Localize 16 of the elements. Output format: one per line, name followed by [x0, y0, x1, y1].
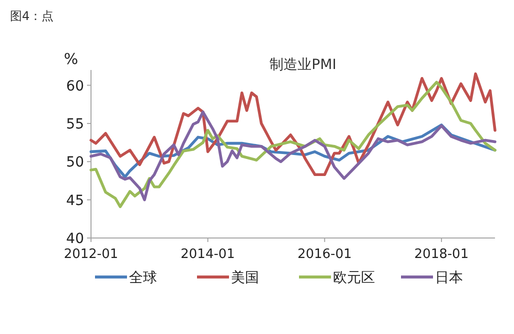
y-tick-label: 45 — [66, 192, 84, 209]
legend-label: 欧元区 — [333, 270, 375, 286]
caption: 图4：点 — [10, 9, 54, 23]
chart-title: 制造业PMI — [270, 57, 336, 73]
y-tick-label: 55 — [66, 116, 84, 132]
legend-label: 全球 — [129, 270, 157, 286]
y-axis-title: % — [64, 50, 78, 68]
x-tick-label: 2014-01 — [180, 247, 235, 262]
x-tick-label: 2016-01 — [297, 247, 352, 262]
legend-label: 日本 — [435, 270, 463, 286]
legend-label: 美国 — [231, 270, 259, 286]
y-tick-label: 50 — [66, 154, 84, 171]
x-tick-label: 2018-01 — [414, 247, 469, 262]
y-tick-label: 40 — [66, 231, 84, 247]
x-tick-label: 2012-01 — [64, 247, 118, 262]
y-tick-label: 60 — [66, 78, 84, 94]
